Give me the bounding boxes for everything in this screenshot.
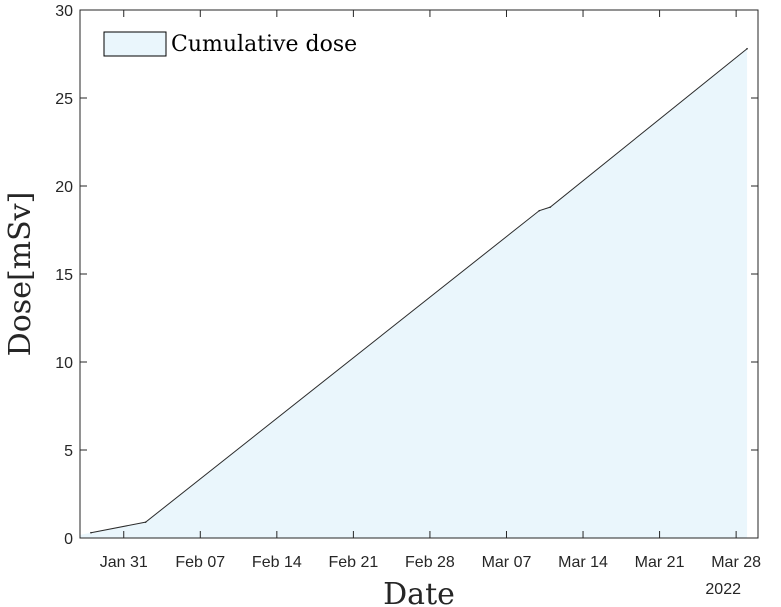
x-tick-label-7: Mar 21: [635, 554, 685, 571]
legend: Cumulative dose: [103, 31, 357, 57]
data-point-3: [549, 206, 552, 208]
x-axis-label: Date: [383, 577, 455, 607]
y-axis-label: Dose[mSv]: [3, 192, 38, 357]
y-tick-label-25: 25: [55, 91, 73, 108]
x-tick-label-3: Feb 21: [328, 554, 378, 571]
x-tick-label-5: Mar 07: [482, 554, 532, 571]
y-tick-label-30: 30: [55, 3, 73, 20]
data-point-4: [746, 47, 748, 50]
ticks-layer: 0 5 10 15 20 25 30 Jan 31 Feb 07 Feb 14 Feb 21 Feb …: [55, 3, 761, 571]
year-label: 2022: [705, 581, 741, 598]
data-point-1: [144, 521, 147, 523]
area-layer: [80, 47, 748, 538]
x-tick-label-1: Feb 07: [175, 554, 225, 571]
data-point-2: [538, 209, 541, 212]
y-tick-label-15: 15: [55, 267, 73, 284]
y-tick-label-10: 10: [55, 355, 73, 372]
area-fill-cumulative-dose: [80, 48, 748, 538]
legend-label: Cumulative dose: [171, 32, 357, 57]
x-tick-label-4: Feb 28: [405, 554, 455, 571]
y-tick-label-5: 5: [64, 443, 73, 460]
data-point-0: [90, 531, 92, 534]
y-tick-label-20: 20: [55, 179, 73, 196]
x-tick-label-6: Mar 14: [558, 554, 608, 571]
y-tick-label-0: 0: [64, 531, 73, 548]
x-tick-label-2: Feb 14: [252, 554, 302, 571]
x-tick-label-8: Mar 28: [711, 554, 761, 571]
legend-swatch: [103, 31, 167, 57]
x-tick-label-0: Jan 31: [100, 554, 148, 571]
